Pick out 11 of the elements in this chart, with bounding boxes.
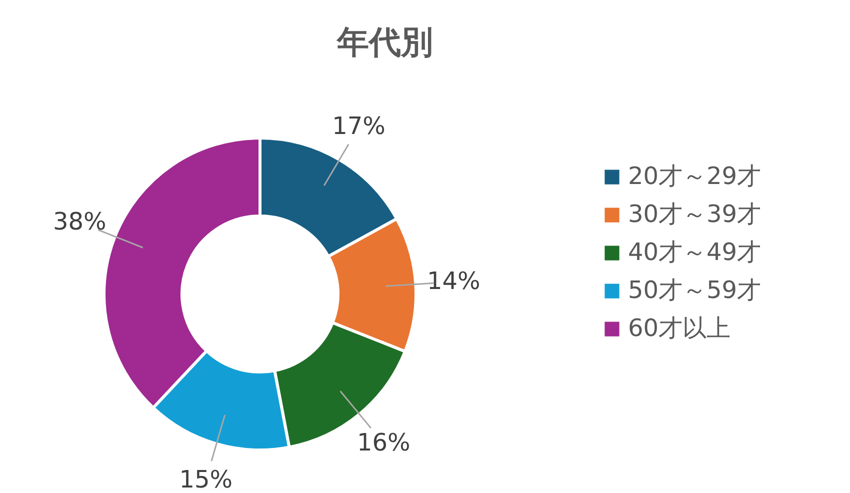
chart-title: 年代別 xyxy=(336,23,433,61)
legend-label: 20才～29才 xyxy=(628,162,762,190)
data-label: 14% xyxy=(426,266,480,295)
legend-label: 40才～49才 xyxy=(628,238,762,266)
data-label: 17% xyxy=(332,112,386,140)
data-label: 38% xyxy=(52,208,106,236)
data-label: 15% xyxy=(179,465,233,493)
legend-label: 30才～39才 xyxy=(628,200,762,228)
legend-label: 60才以上 xyxy=(628,314,731,342)
legend-label: 50才～59才 xyxy=(628,276,762,304)
data-label: 16% xyxy=(356,428,410,456)
